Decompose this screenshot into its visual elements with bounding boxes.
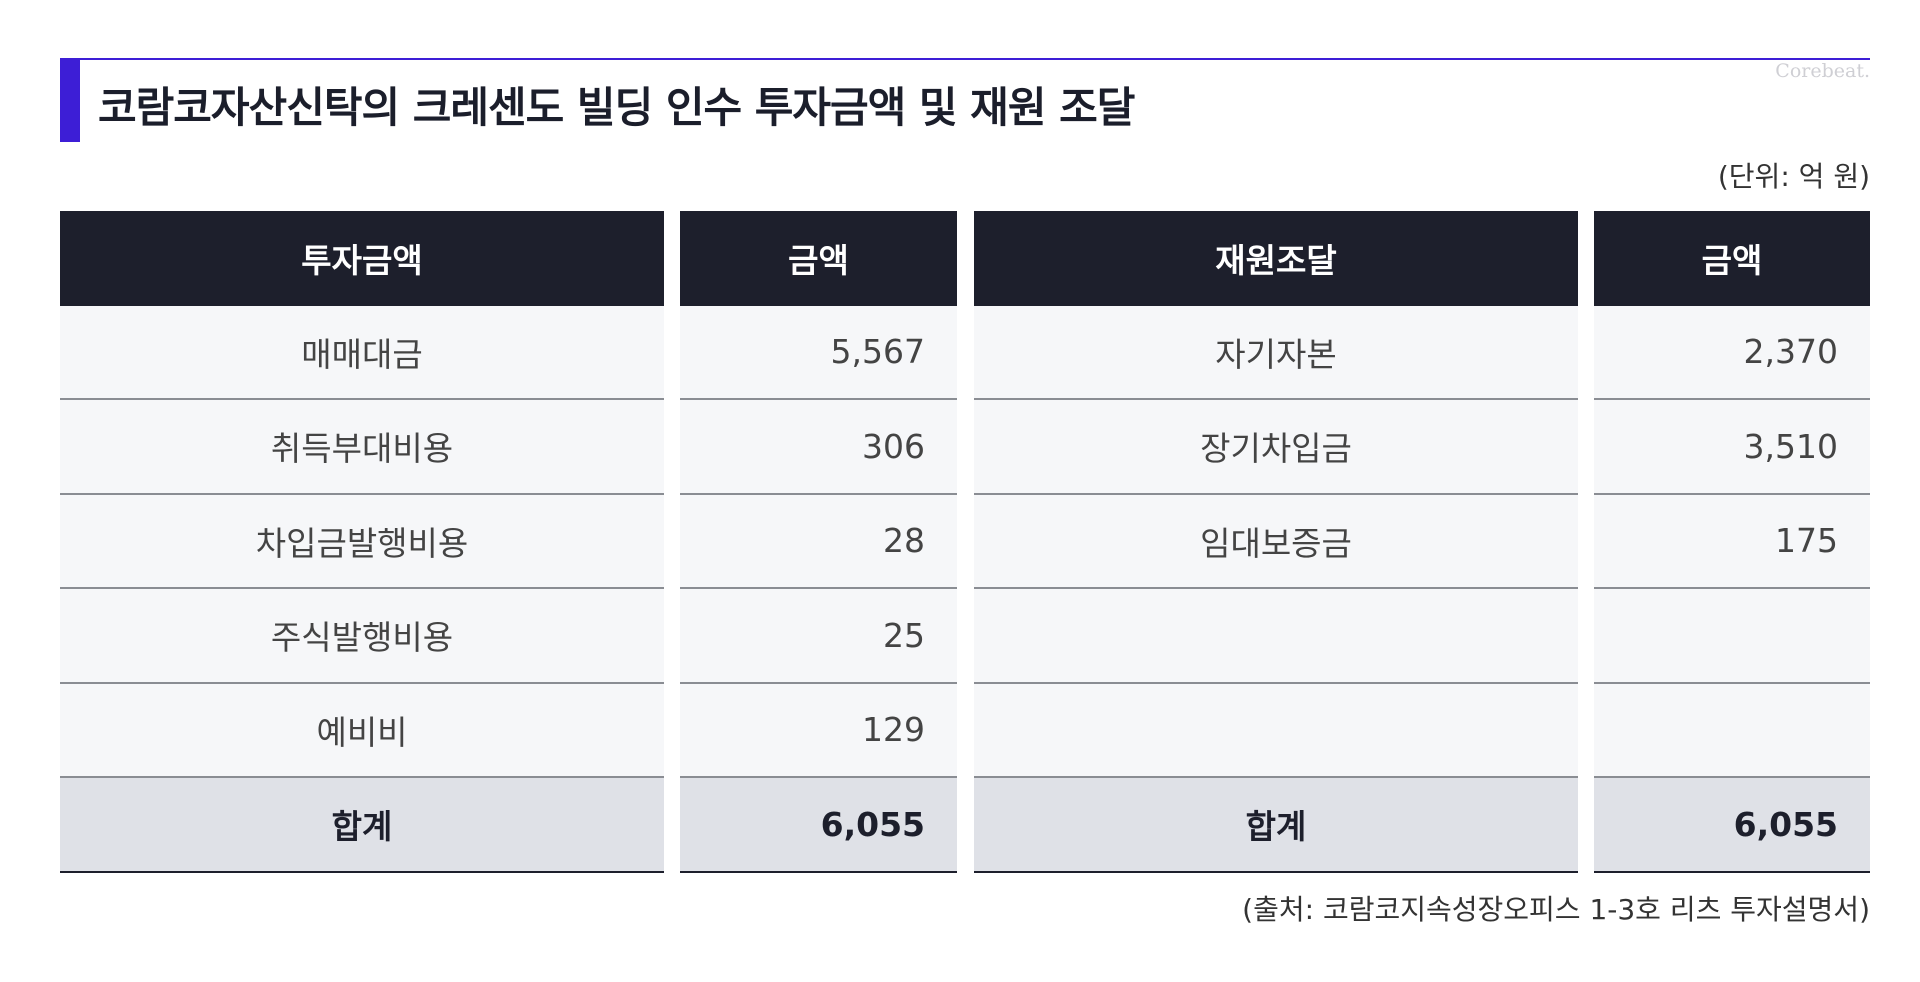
source-note: (출처: 코람코지속성장오피스 1-3호 리츠 투자설명서)	[1242, 893, 1870, 926]
unit-label: (단위: 억 원)	[1717, 160, 1870, 193]
investment-amount: 306	[680, 400, 957, 495]
investment-item: 취득부대비용	[60, 400, 664, 495]
funding-total-label: 합계	[974, 778, 1578, 873]
header-investment-amount: 금액	[680, 211, 957, 306]
title-bar: 코람코자산신탁의 크레센도 빌딩 인수 투자금액 및 재원 조달 Corebea…	[60, 58, 1870, 142]
investment-item-column: 투자금액 매매대금 취득부대비용 차입금발행비용 주식발행비용 예비비 합계	[60, 211, 664, 873]
investment-item: 차입금발행비용	[60, 494, 664, 589]
page-title: 코람코자산신탁의 크레센도 빌딩 인수 투자금액 및 재원 조달	[98, 83, 1135, 132]
investment-item: 매매대금	[60, 305, 664, 400]
funding-item	[974, 589, 1578, 684]
investment-item: 주식발행비용	[60, 589, 664, 684]
funding-item-column: 재원조달 자기자본 장기차입금 임대보증금 합계	[974, 211, 1578, 873]
investment-amount: 5,567	[680, 305, 957, 400]
funding-item	[974, 683, 1578, 778]
funding-amount: 175	[1594, 494, 1870, 589]
funding-item: 자기자본	[974, 305, 1578, 400]
title-accent-bar	[60, 58, 80, 142]
corebeat-logo: Corebeat.	[1775, 60, 1870, 82]
funding-item: 임대보증금	[974, 494, 1578, 589]
investment-total-amount: 6,055	[680, 778, 957, 873]
investment-amount-column: 금액 5,567 306 28 25 129 6,055	[680, 211, 957, 873]
header-investment: 투자금액	[60, 211, 664, 306]
investment-amount: 28	[680, 494, 957, 589]
funding-amount: 2,370	[1594, 305, 1870, 400]
investment-amount: 25	[680, 589, 957, 684]
funding-item: 장기차입금	[974, 400, 1578, 495]
header-funding-amount: 금액	[1594, 211, 1870, 306]
funding-amount	[1594, 589, 1870, 684]
funding-amount	[1594, 683, 1870, 778]
investment-amount: 129	[680, 683, 957, 778]
funding-amount-column: 금액 2,370 3,510 175 6,055	[1594, 211, 1870, 873]
funding-amount: 3,510	[1594, 400, 1870, 495]
investment-total-label: 합계	[60, 778, 664, 873]
funding-total-amount: 6,055	[1594, 778, 1870, 873]
investment-item: 예비비	[60, 683, 664, 778]
header-funding: 재원조달	[974, 211, 1578, 306]
